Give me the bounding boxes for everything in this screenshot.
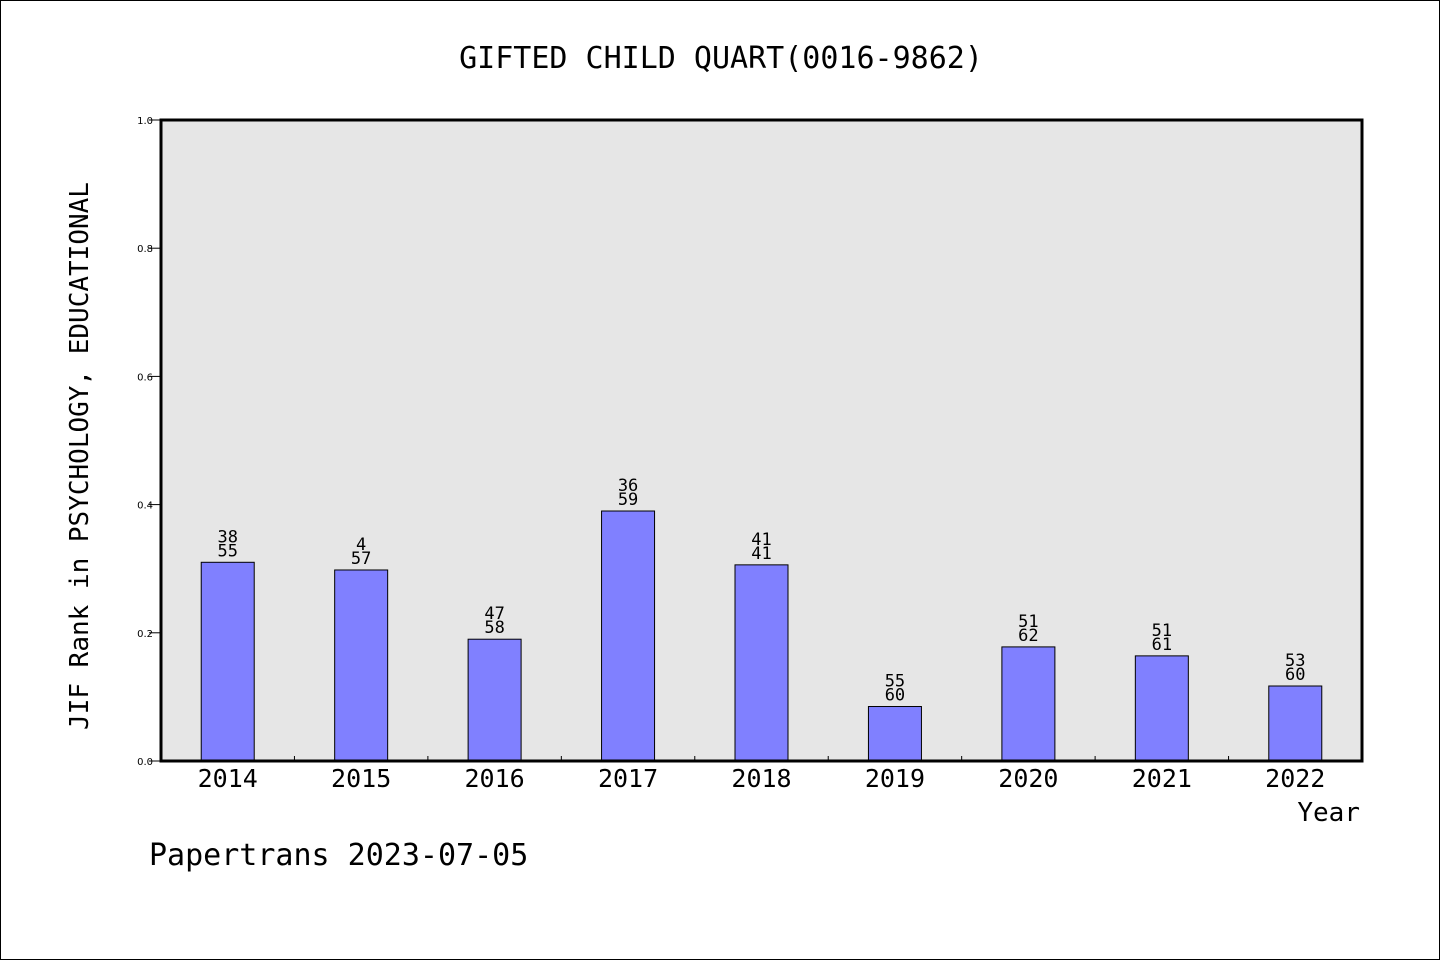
y-tick-label: 0.8 bbox=[137, 244, 153, 255]
bar bbox=[200, 561, 255, 762]
y-tick-label: 0.2 bbox=[137, 629, 153, 640]
data-label-total: 61 bbox=[1152, 635, 1172, 655]
bars bbox=[200, 510, 1323, 762]
data-label-total: 58 bbox=[484, 618, 504, 638]
data-label-rank: 4 bbox=[356, 535, 366, 555]
x-tick-label: 2018 bbox=[731, 764, 791, 793]
x-tick-label: 2017 bbox=[598, 764, 658, 793]
x-tick-label: 2014 bbox=[198, 764, 258, 793]
x-tick-label: 2016 bbox=[465, 764, 525, 793]
data-label-rank: 51 bbox=[1018, 612, 1038, 632]
x-axis-label: Year bbox=[1297, 798, 1360, 828]
x-tick-label: 2015 bbox=[331, 764, 391, 793]
data-label-rank: 38 bbox=[217, 527, 237, 547]
data-label-total: 59 bbox=[618, 490, 638, 510]
data-label-total: 60 bbox=[885, 686, 905, 706]
data-label-total: 62 bbox=[1018, 626, 1038, 646]
data-label-total: 57 bbox=[351, 549, 371, 569]
footer-date-stamp: Papertrans 2023-07-05 bbox=[149, 838, 528, 873]
y-tick-label: 0.4 bbox=[137, 501, 153, 512]
data-label-rank: 53 bbox=[1285, 651, 1305, 671]
y-axis-ticks: 0.0 0.2 0.4 0.6 0.8 1.0 bbox=[137, 116, 161, 768]
y-axis-label: JIF Rank in PSYCHOLOGY, EDUCATIONAL bbox=[65, 182, 95, 730]
x-tick-label: 2021 bbox=[1132, 764, 1192, 793]
bar bbox=[1001, 646, 1056, 762]
plot-frame bbox=[159, 118, 1364, 763]
data-label-rank: 55 bbox=[885, 672, 905, 692]
x-axis-ticks: 2014 2015 2016 2017 2018 2019 2020 2021 2022 bbox=[198, 756, 1325, 793]
bar bbox=[334, 569, 389, 762]
x-tick-label: 2019 bbox=[865, 764, 925, 793]
x-tick-label: 2022 bbox=[1265, 764, 1325, 793]
data-label-rank: 41 bbox=[751, 530, 771, 550]
data-label-rank: 47 bbox=[484, 604, 504, 624]
bar bbox=[1134, 655, 1189, 762]
chart-title: GIFTED CHILD QUART(0016-9862) bbox=[459, 41, 983, 76]
bar bbox=[467, 638, 522, 762]
data-label-total: 60 bbox=[1285, 665, 1305, 685]
x-tick-label: 2020 bbox=[998, 764, 1058, 793]
bar bbox=[601, 510, 656, 762]
data-label-total: 55 bbox=[217, 541, 237, 561]
y-tick-label: 1.0 bbox=[137, 116, 153, 127]
data-label-rank: 51 bbox=[1152, 621, 1172, 641]
y-tick-label: 0.6 bbox=[137, 372, 153, 383]
y-tick-label: 0.0 bbox=[137, 757, 153, 768]
bar bbox=[867, 706, 922, 762]
bar bbox=[1268, 685, 1323, 762]
data-label-total: 41 bbox=[751, 544, 771, 564]
bar bbox=[734, 564, 789, 762]
data-label-rank: 36 bbox=[618, 476, 638, 496]
